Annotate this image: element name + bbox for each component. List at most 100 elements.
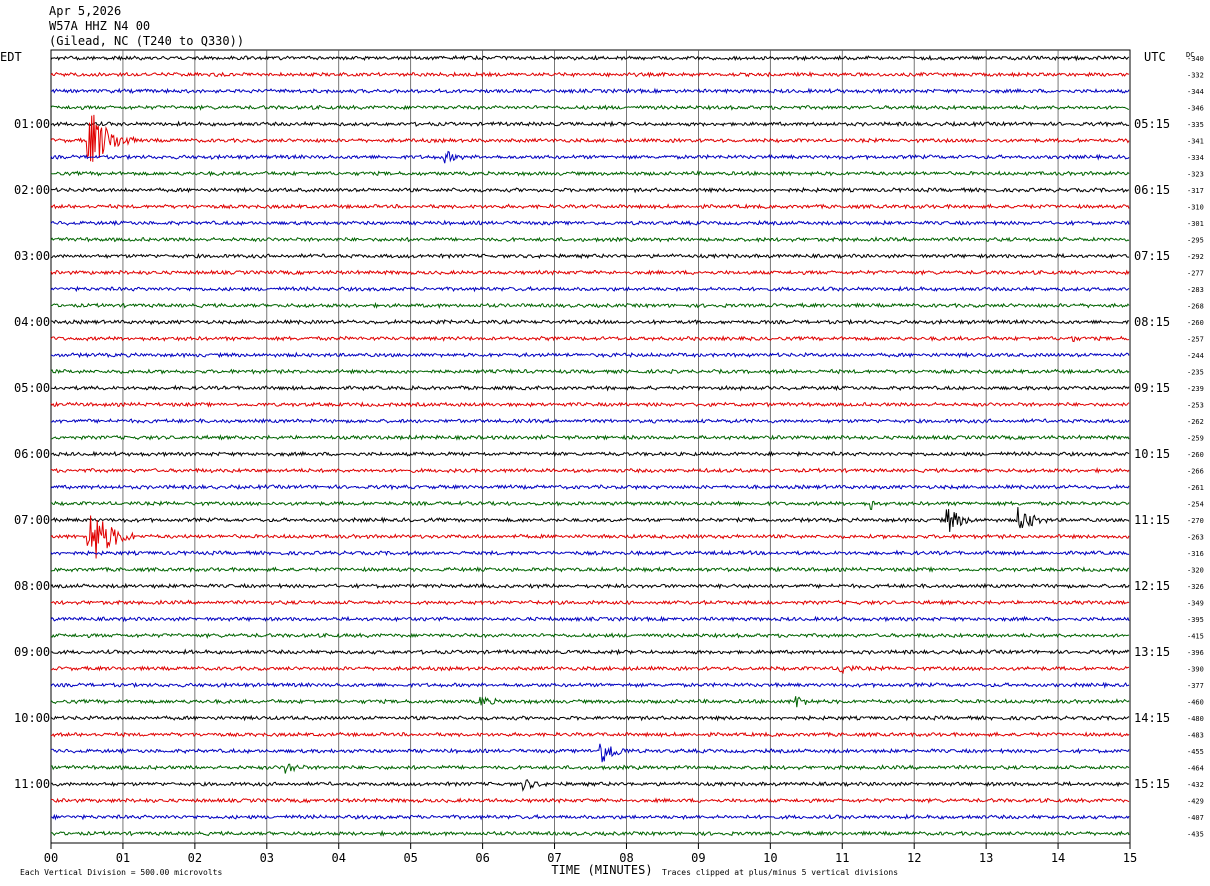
seismic-trace (50, 417, 1130, 425)
utc-hour-label: 11:15 (1134, 513, 1170, 527)
seismic-trace (50, 829, 1130, 837)
utc-hour-label: 07:15 (1134, 249, 1170, 263)
seismic-trace (50, 219, 1130, 227)
seismic-trace (50, 714, 1130, 722)
x-tick-label: 08 (619, 851, 633, 865)
chart-date: Apr 5,2026 (49, 4, 122, 18)
edt-axis-label: EDT (0, 50, 22, 64)
dc-offset-label: -257 (1187, 336, 1204, 344)
seismic-trace (50, 582, 1130, 590)
dc-offset-label: -253 (1187, 402, 1204, 410)
seismic-trace (50, 507, 1130, 532)
dc-offset-label: -263 (1187, 534, 1204, 542)
dc-offset-label: -260 (1187, 319, 1204, 327)
utc-hour-label: 10:15 (1134, 447, 1170, 461)
dc-offset-label: -334 (1187, 154, 1204, 162)
plot-frame (50, 49, 1131, 844)
seismic-trace (50, 54, 1130, 62)
seismic-trace (50, 252, 1130, 260)
seismic-trace (50, 186, 1130, 194)
seismic-trace (50, 632, 1130, 640)
x-tick-label: 12 (907, 851, 921, 865)
dc-offset-label: -292 (1187, 253, 1204, 261)
x-tick-label: 09 (691, 851, 705, 865)
utc-hour-label: 12:15 (1134, 579, 1170, 593)
seismic-trace (51, 384, 1130, 392)
seismic-trace (50, 434, 1130, 441)
seismic-trace (50, 813, 1130, 821)
dc-offset-label: -349 (1187, 600, 1204, 608)
seismic-trace (50, 797, 1130, 804)
dc-offset-label: -235 (1187, 369, 1204, 377)
clip-note: Traces clipped at plus/minus 5 vertical … (662, 868, 898, 877)
seismic-trace (50, 696, 1130, 708)
dc-offset-label: -341 (1187, 138, 1204, 146)
dc-offset-label: -346 (1187, 105, 1204, 113)
dc-offset-label: -317 (1187, 187, 1204, 195)
utc-axis-label: UTC (1144, 50, 1166, 64)
seismic-trace (51, 318, 1130, 326)
edt-hour-label: 03:00 (14, 249, 50, 263)
x-tick-label: 04 (332, 851, 346, 865)
seismic-trace (50, 664, 1129, 675)
seismic-trace (50, 170, 1130, 177)
seismic-trace (50, 615, 1130, 623)
edt-hour-label: 07:00 (14, 513, 50, 527)
dc-offset-label: -340 (1187, 55, 1204, 63)
seismic-trace (50, 150, 1130, 164)
seismic-trace (50, 549, 1130, 557)
seismic-trace (51, 763, 1130, 774)
seismic-trace (50, 599, 1130, 606)
dc-offset-label: -266 (1187, 468, 1204, 476)
edt-hour-label: 09:00 (14, 645, 50, 659)
dc-offset-label: -429 (1187, 798, 1204, 806)
x-tick-label: 13 (979, 851, 993, 865)
dc-offset-label: -480 (1187, 715, 1204, 723)
seismic-trace (50, 681, 1130, 689)
dc-offset-label: -464 (1187, 765, 1204, 773)
dc-offset-label: -460 (1187, 699, 1204, 707)
edt-hour-label: 11:00 (14, 777, 50, 791)
seismic-trace (50, 779, 1130, 792)
dc-offset-label: -332 (1187, 72, 1204, 80)
station-id: W57A HHZ N4 00 (49, 19, 151, 33)
dc-offset-label: -377 (1187, 682, 1204, 690)
dc-offset-label: -260 (1187, 451, 1204, 459)
dc-offset-label: -435 (1187, 831, 1204, 839)
x-tick-label: 03 (260, 851, 274, 865)
seismic-trace (50, 743, 1130, 763)
x-tick-label: 11 (835, 851, 849, 865)
dc-offset-label: -455 (1187, 748, 1204, 756)
dc-offset-label: -320 (1187, 567, 1204, 575)
seismic-trace (50, 450, 1130, 458)
x-tick-label: 14 (1051, 851, 1065, 865)
x-tick-label: 15 (1123, 851, 1137, 865)
seismic-trace (50, 71, 1129, 79)
edt-hour-label: 05:00 (14, 381, 50, 395)
dc-offset-label: -270 (1187, 517, 1204, 525)
dc-offset-label: -344 (1187, 88, 1204, 96)
station-location: (Gilead, NC (T240 to Q330)) (49, 34, 245, 48)
seismic-trace (50, 731, 1130, 738)
x-tick-label: 05 (403, 851, 417, 865)
x-tick-label: 02 (188, 851, 202, 865)
seismic-trace (50, 285, 1130, 293)
x-tick-label: 07 (547, 851, 561, 865)
seismic-trace (50, 566, 1130, 573)
seismic-trace (50, 120, 1130, 128)
dc-offset-label: -335 (1187, 121, 1204, 129)
dc-offset-label: -415 (1187, 633, 1204, 641)
x-axis-title: TIME (MINUTES) (551, 863, 652, 877)
seismic-trace (50, 104, 1130, 111)
utc-hour-label: 15:15 (1134, 777, 1170, 791)
seismic-trace (50, 467, 1130, 474)
seismic-trace (50, 269, 1130, 276)
seismic-trace (50, 648, 1130, 656)
dc-offset-label: -259 (1187, 435, 1204, 443)
seismic-trace (50, 515, 1130, 559)
seismic-trace (50, 236, 1130, 243)
dc-offset-label: -268 (1187, 303, 1204, 311)
edt-hour-label: 04:00 (14, 315, 50, 329)
edt-hour-label: 02:00 (14, 183, 50, 197)
